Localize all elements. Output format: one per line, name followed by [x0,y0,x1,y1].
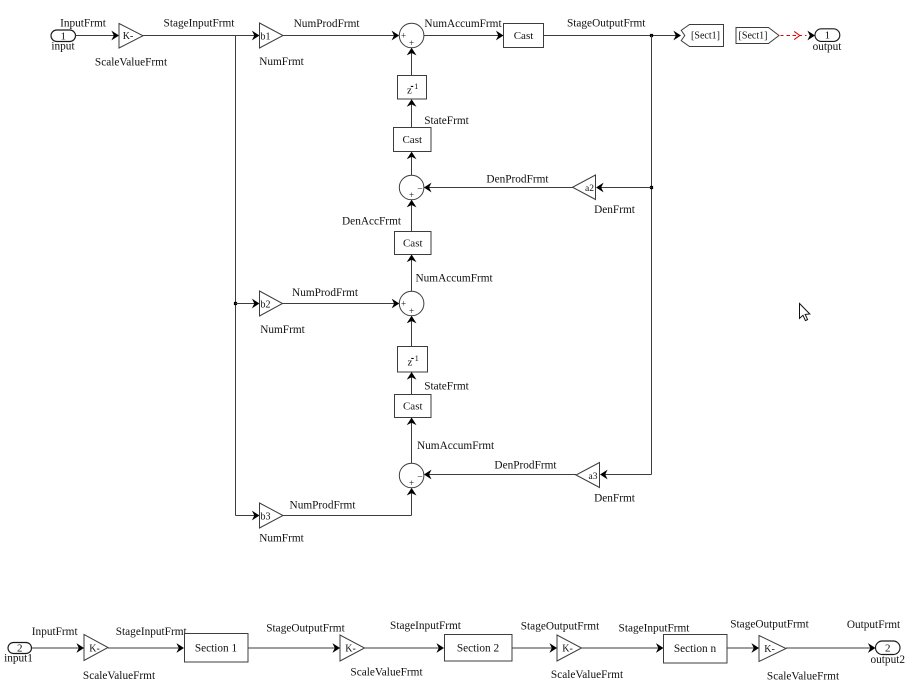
svg-text:StageOutputFrmt: StageOutputFrmt [567,18,646,30]
svg-text:Cast: Cast [403,401,423,413]
svg-text:StateFrmt: StateFrmt [424,115,469,127]
svg-text:Section 1: Section 1 [195,643,237,655]
svg-text:DenFrmt: DenFrmt [594,204,636,216]
svg-text:a2: a2 [585,184,594,194]
svg-text:K-: K- [89,644,100,655]
svg-text:+: + [409,306,414,316]
svg-text:StageInputFrmt: StageInputFrmt [164,18,236,30]
svg-text:DenProdFrmt: DenProdFrmt [486,174,549,186]
svg-text:[Sect1]: [Sect1] [691,31,720,42]
svg-text:StageInputFrmt: StageInputFrmt [116,626,188,638]
svg-text:+: + [409,38,414,48]
svg-text:K-: K- [764,644,775,655]
svg-text:+: + [401,298,406,308]
svg-text:ScaleValueFrmt: ScaleValueFrmt [767,671,840,683]
svg-text:DenProdFrmt: DenProdFrmt [494,460,557,472]
svg-text:OutputFrmt: OutputFrmt [847,619,901,631]
svg-text:+: + [409,478,414,488]
svg-text:2: 2 [885,642,891,654]
svg-text:K-: K- [123,31,134,42]
svg-text:b2: b2 [261,300,271,311]
svg-text:DenFrmt: DenFrmt [594,493,636,505]
svg-text:StageOutputFrmt: StageOutputFrmt [266,623,345,635]
svg-text:[Sect1]: [Sect1] [739,31,768,42]
svg-text:b1: b1 [261,32,271,43]
svg-text:+: + [401,30,406,40]
svg-text:NumAccumFrmt: NumAccumFrmt [416,273,494,285]
svg-text:Cast: Cast [514,30,534,42]
svg-text:Cast: Cast [403,238,423,250]
svg-text:input: input [51,41,75,53]
svg-text:a3: a3 [589,472,598,482]
svg-text:NumAccumFrmt: NumAccumFrmt [417,440,495,452]
svg-text:K-: K- [345,644,356,655]
svg-text:z: z [407,357,412,369]
svg-text:StateFrmt: StateFrmt [424,381,469,393]
svg-text:+: + [409,190,414,200]
svg-text:StageInputFrmt: StageInputFrmt [390,620,462,632]
svg-text:NumProdFrmt: NumProdFrmt [292,287,359,299]
svg-text:input1: input1 [4,653,33,665]
svg-text:NumAccumFrmt: NumAccumFrmt [424,18,502,30]
svg-text:1: 1 [415,354,419,363]
svg-text:StageInputFrmt: StageInputFrmt [619,623,691,635]
svg-text:1: 1 [825,30,831,42]
svg-text:InputFrmt: InputFrmt [60,18,107,30]
svg-text:ScaleValueFrmt: ScaleValueFrmt [95,57,168,69]
svg-text:NumProdFrmt: NumProdFrmt [294,18,361,30]
svg-text:ScaleValueFrmt: ScaleValueFrmt [551,669,624,681]
svg-text:–: – [417,182,423,192]
svg-text:Cast: Cast [402,134,422,146]
svg-text:InputFrmt: InputFrmt [32,626,79,638]
svg-text:NumFrmt: NumFrmt [259,56,304,68]
svg-text:output2: output2 [870,654,905,666]
svg-text:NumProdFrmt: NumProdFrmt [290,500,357,512]
svg-text:Section n: Section n [674,643,717,655]
svg-text:StageOutputFrmt: StageOutputFrmt [730,619,809,631]
svg-text:1: 1 [414,82,418,91]
svg-text:1: 1 [61,30,67,42]
svg-text:ScaleValueFrmt: ScaleValueFrmt [83,670,156,682]
svg-text:K-: K- [562,644,573,655]
svg-text:StageOutputFrmt: StageOutputFrmt [521,621,600,633]
svg-text:Section 2: Section 2 [457,642,500,654]
svg-text:z: z [407,85,412,97]
svg-text:output: output [813,41,843,53]
svg-text:DenAccFrmt: DenAccFrmt [342,216,402,228]
svg-text:NumFrmt: NumFrmt [260,324,305,336]
svg-text:2: 2 [17,642,23,654]
svg-text:NumFrmt: NumFrmt [259,533,304,545]
svg-text:–: – [417,470,423,480]
svg-text:ScaleValueFrmt: ScaleValueFrmt [350,667,423,679]
svg-text:b3: b3 [261,512,271,523]
